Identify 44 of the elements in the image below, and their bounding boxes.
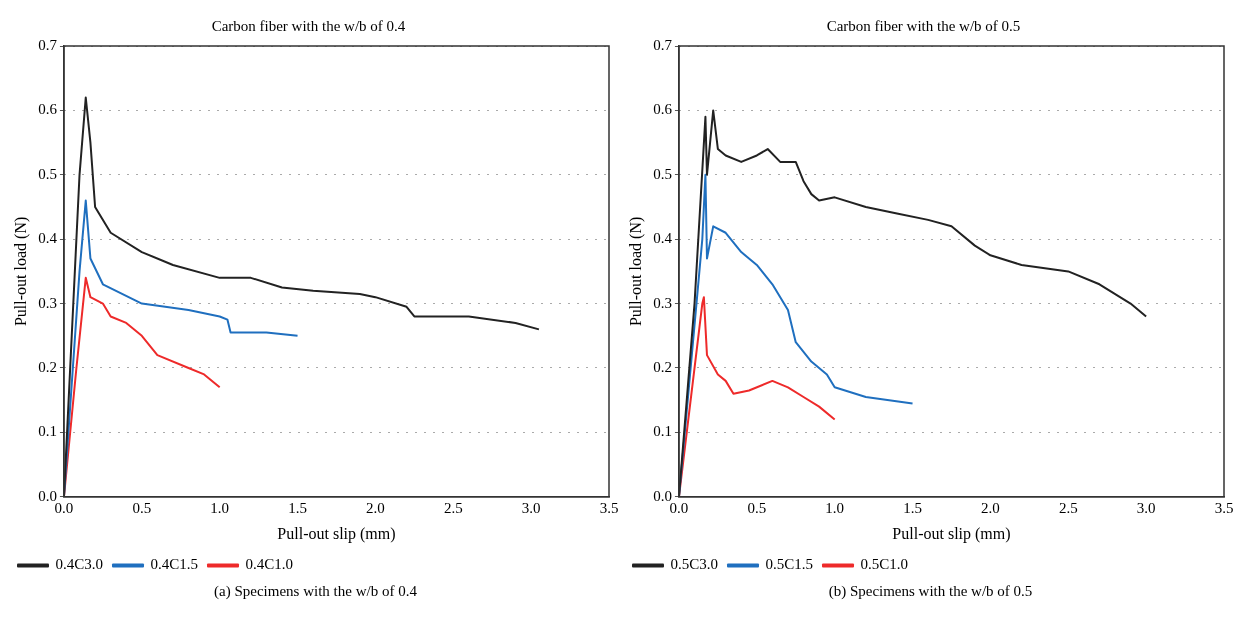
y-tick-label: 0.1 xyxy=(653,423,672,440)
x-tick-label: 1.5 xyxy=(288,499,307,516)
x-tick-label: 0.5 xyxy=(747,499,767,516)
x-tick-label: 0.5 xyxy=(132,499,152,516)
x-tick-label: 3.5 xyxy=(599,499,619,516)
y-tick-label: 0.0 xyxy=(38,487,57,504)
x-tick-label: 1.5 xyxy=(903,499,922,516)
y-tick-label: 0.7 xyxy=(653,36,673,53)
y-tick-label: 0.0 xyxy=(653,487,672,504)
x-tick-label: 2.5 xyxy=(1058,499,1078,516)
legend-label: 0.5C3.0 xyxy=(670,556,719,573)
legend-label: 0.5C1.5 xyxy=(765,556,814,573)
y-tick-label: 0.7 xyxy=(38,36,58,53)
y-axis-title: Pull-out load (N) xyxy=(11,216,30,327)
y-tick-label: 0.4 xyxy=(653,230,673,247)
x-tick-label: 1.0 xyxy=(210,499,230,516)
y-tick-label: 0.2 xyxy=(38,358,57,375)
x-tick-label: 2.0 xyxy=(981,499,1000,516)
text: (b) Specimens with the w/b of 0.5 xyxy=(827,583,1034,600)
y-tick-label: 0.6 xyxy=(38,101,58,118)
y-tick-label: 0.3 xyxy=(38,294,57,311)
y-axis-title: Pull-out load (N) xyxy=(626,216,645,327)
y-tick-label: 0.2 xyxy=(653,358,672,375)
y-tick-label: 0.5 xyxy=(653,165,672,182)
text: (a) Specimens with the w/b of 0.4 xyxy=(213,583,418,600)
y-tick-label: 0.5 xyxy=(38,165,57,182)
y-tick-label: 0.4 xyxy=(38,230,58,247)
legend-label: 0.5C1.0 xyxy=(860,556,909,573)
x-tick-label: 3.5 xyxy=(1214,499,1234,516)
legend-label: 0.4C1.0 xyxy=(245,556,294,573)
chart-title: Carbon fiber with the w/b of 0.5 xyxy=(826,17,1021,34)
x-tick-label: 2.0 xyxy=(366,499,385,516)
x-axis-title: Pull-out slip (mm) xyxy=(277,524,396,543)
x-tick-label: 1.0 xyxy=(825,499,845,516)
legend-label: 0.4C3.0 xyxy=(55,556,104,573)
y-tick-label: 0.3 xyxy=(653,294,672,311)
x-tick-label: 2.5 xyxy=(443,499,463,516)
chart-title: Carbon fiber with the w/b of 0.4 xyxy=(211,17,406,34)
y-tick-label: 0.6 xyxy=(653,101,673,118)
legend-label: 0.4C1.5 xyxy=(150,556,199,573)
x-axis-title: Pull-out slip (mm) xyxy=(892,524,1011,543)
y-tick-label: 0.1 xyxy=(38,423,57,440)
x-tick-label: 3.0 xyxy=(521,499,541,516)
x-tick-label: 3.0 xyxy=(1136,499,1156,516)
